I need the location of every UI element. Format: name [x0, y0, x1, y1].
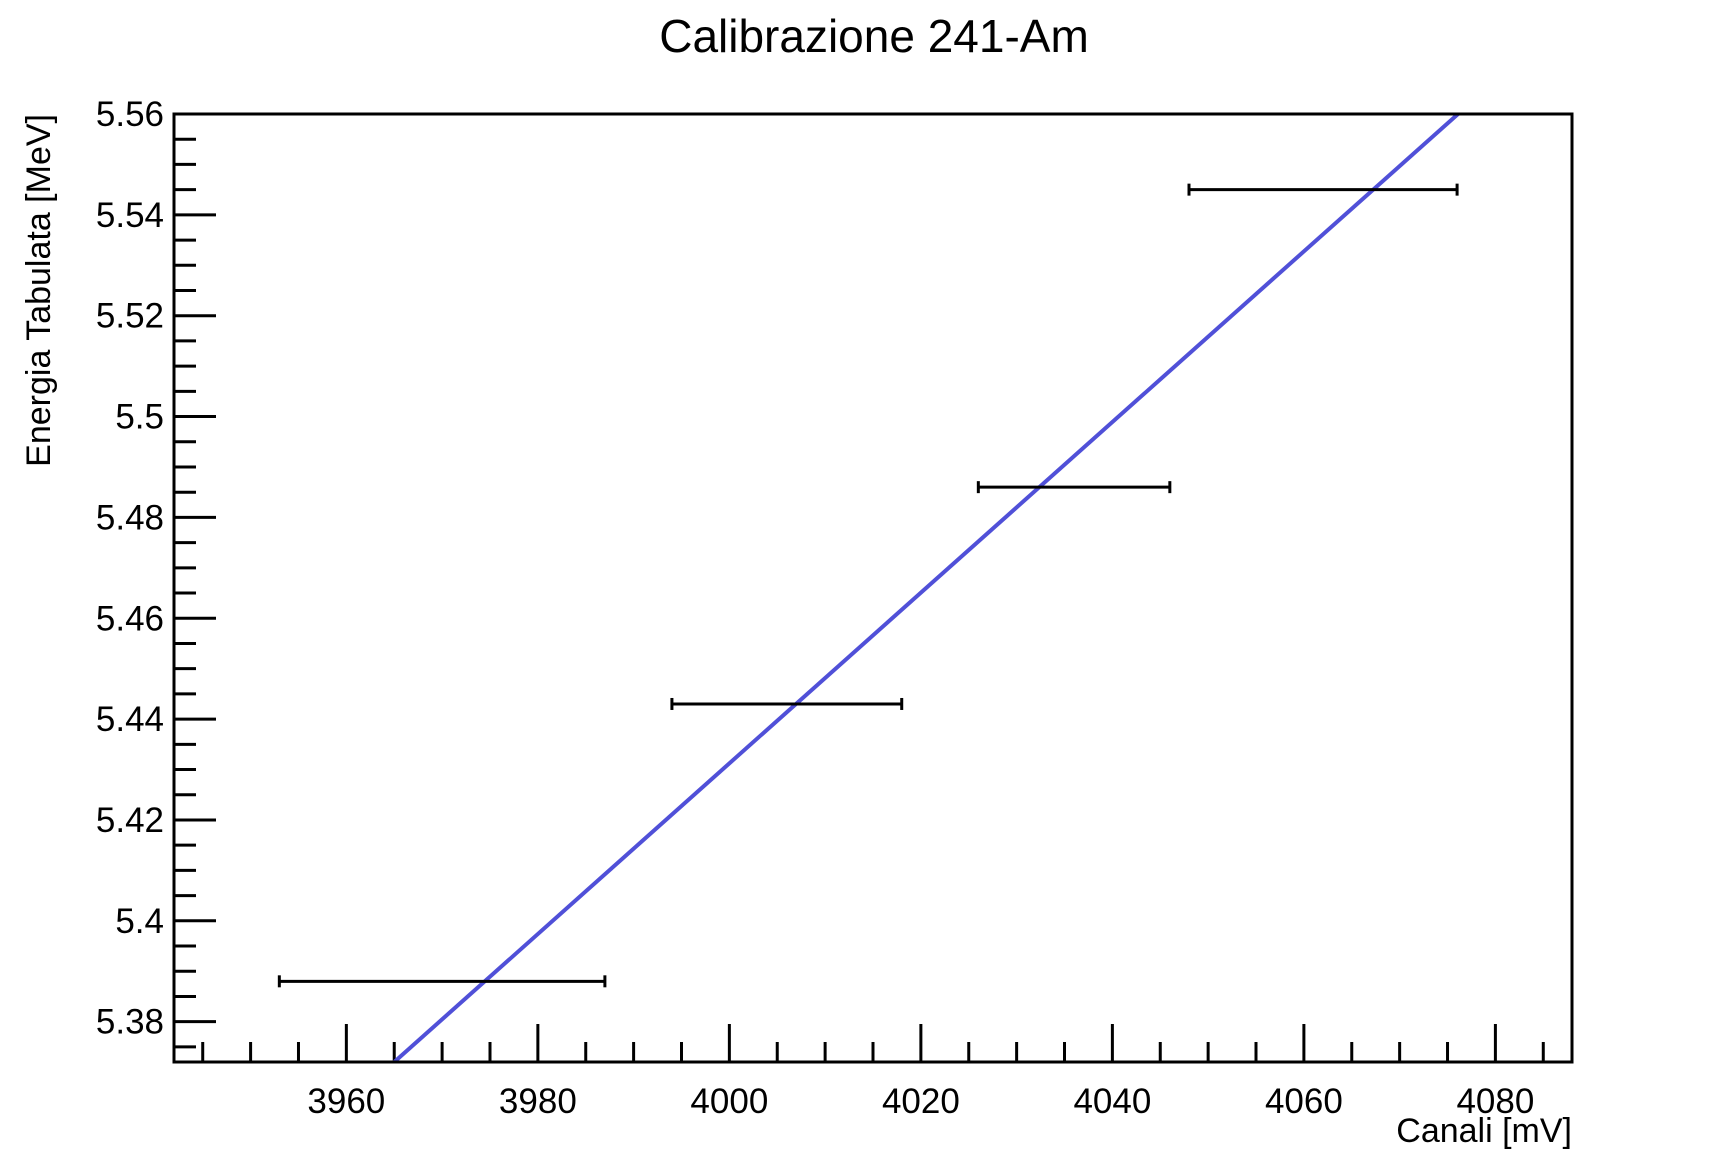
y-tick-label: 5.56 — [96, 95, 164, 134]
x-tick-label: 4000 — [690, 1082, 768, 1121]
x-tick-label: 4020 — [882, 1082, 960, 1121]
data-points — [277, 183, 1459, 988]
y-tick-labels: 5.38 5.4 5.42 5.44 5.46 5.48 5.5 5.52 5.54 5.56 — [96, 95, 164, 1042]
y-tick-label: 5.46 — [96, 599, 164, 638]
x-tick-label: 3960 — [307, 1082, 385, 1121]
data-point — [1187, 183, 1459, 196]
x-tick-labels: 3960 3980 4000 4020 4040 4060 4080 — [307, 1082, 1534, 1121]
fit-line — [392, 112, 1460, 1064]
y-tick-label: 5.38 — [96, 1003, 164, 1042]
x-tick-label: 4040 — [1073, 1082, 1151, 1121]
y-axis-title: Energia Tabulata [MeV] — [20, 114, 58, 467]
x-tick-label: 3980 — [499, 1082, 577, 1121]
y-tick-label: 5.5 — [115, 398, 164, 437]
fit-line-group — [392, 112, 1460, 1064]
y-tick-label: 5.54 — [96, 196, 164, 235]
data-point — [670, 697, 904, 710]
x-tick-label: 4080 — [1456, 1082, 1534, 1121]
data-point — [976, 481, 1172, 494]
y-tick-label: 5.44 — [96, 700, 164, 739]
plot-frame — [172, 112, 1574, 1064]
chart-title: Calibrazione 241-Am — [659, 10, 1089, 62]
axis-ticks — [174, 112, 1545, 1062]
data-point — [277, 975, 607, 988]
x-axis-title: Canali [mV] — [1396, 1112, 1572, 1150]
y-tick-label: 5.48 — [96, 498, 164, 537]
y-tick-label: 5.4 — [115, 902, 164, 941]
y-tick-label: 5.42 — [96, 801, 164, 840]
x-tick-label: 4060 — [1265, 1082, 1343, 1121]
y-tick-label: 5.52 — [96, 297, 164, 336]
